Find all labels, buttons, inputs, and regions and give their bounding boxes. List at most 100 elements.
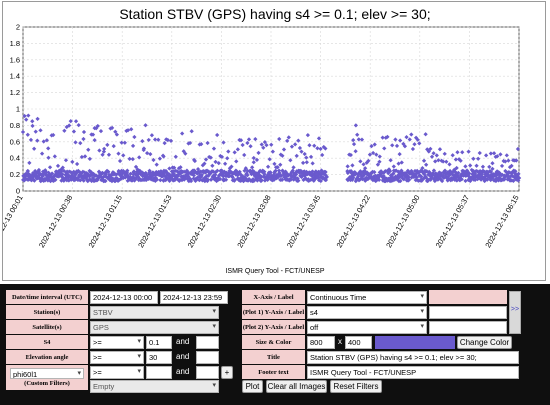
change-color-button[interactable]: Change Color bbox=[457, 336, 512, 349]
data-point bbox=[95, 123, 100, 129]
data-point bbox=[180, 131, 185, 136]
data-point bbox=[316, 136, 322, 141]
data-point bbox=[445, 170, 451, 175]
plot-button[interactable]: Plot bbox=[242, 380, 263, 393]
custom-extra-input[interactable] bbox=[196, 366, 219, 379]
data-point bbox=[117, 158, 123, 164]
data-point bbox=[353, 149, 358, 154]
data-point bbox=[84, 171, 89, 176]
satellite-select[interactable]: GPS bbox=[90, 321, 219, 334]
data-point bbox=[97, 148, 102, 153]
custom-filter-field-select[interactable]: phi60l1 bbox=[10, 368, 84, 379]
data-point bbox=[476, 156, 481, 161]
data-point bbox=[125, 168, 130, 173]
s4-extra-input[interactable] bbox=[196, 336, 219, 349]
data-point bbox=[515, 146, 521, 152]
data-point bbox=[370, 150, 376, 156]
data-point bbox=[461, 172, 466, 177]
plot1-y-label-input[interactable] bbox=[429, 306, 507, 319]
x-axis-select[interactable]: Continuous Time bbox=[307, 291, 427, 304]
data-point bbox=[165, 137, 170, 143]
reset-filters-button[interactable]: Reset Filters bbox=[330, 380, 382, 393]
x-axis-label-cell bbox=[429, 290, 507, 304]
data-point bbox=[310, 161, 315, 166]
data-point bbox=[273, 168, 278, 173]
y-tick-label: 1.6 bbox=[10, 55, 20, 64]
data-point bbox=[64, 124, 69, 130]
footer-text-input[interactable]: ISMR Query Tool - FCT/UNESP bbox=[307, 366, 519, 379]
data-point bbox=[22, 113, 27, 119]
elevation-operator-select[interactable]: >= bbox=[90, 351, 144, 364]
data-point bbox=[454, 165, 459, 171]
data-point bbox=[159, 170, 164, 175]
height-input[interactable]: 400 bbox=[345, 336, 372, 349]
custom-filter-list[interactable]: Empty bbox=[90, 380, 219, 393]
data-point bbox=[351, 141, 357, 147]
datetime-end-field[interactable]: 2024-12-13 23:59 bbox=[160, 291, 228, 304]
clear-all-images-button[interactable]: Clear all Images bbox=[266, 380, 327, 393]
data-point bbox=[151, 157, 156, 163]
data-point bbox=[433, 159, 438, 164]
custom-operator-select[interactable]: >= bbox=[90, 366, 144, 379]
scatter-chart: 0 0.2 0.4 0.6 0.8 1 1.2 1.4 1.6 1.8 2 2024-12-13 00… bbox=[3, 23, 522, 250]
s4-value-input[interactable]: 0.1 bbox=[146, 336, 172, 349]
station-label: Station(s) bbox=[6, 305, 88, 319]
data-point bbox=[87, 156, 92, 161]
options-scrollbar[interactable] bbox=[509, 291, 521, 334]
data-point bbox=[109, 125, 115, 131]
data-point bbox=[172, 165, 177, 170]
custom-value-input[interactable] bbox=[146, 366, 172, 379]
elevation-extra-input[interactable] bbox=[196, 351, 219, 364]
data-point bbox=[220, 173, 226, 179]
data-point bbox=[223, 177, 229, 182]
data-point bbox=[324, 174, 329, 179]
data-point bbox=[146, 137, 151, 143]
data-point bbox=[145, 151, 150, 156]
expand-arrow-icon[interactable]: >> bbox=[510, 306, 520, 313]
data-point bbox=[137, 155, 142, 160]
data-point bbox=[122, 140, 127, 145]
data-point bbox=[111, 143, 116, 149]
data-point bbox=[499, 163, 505, 169]
data-point bbox=[154, 162, 159, 167]
s4-operator-select[interactable]: >= bbox=[90, 336, 144, 349]
width-input[interactable]: 800 bbox=[307, 336, 335, 349]
x-tick-label: 2024-12-13 03:45 bbox=[285, 194, 322, 250]
data-point bbox=[103, 172, 108, 177]
plot1-y-axis-select[interactable]: s4 bbox=[307, 306, 427, 319]
data-point bbox=[205, 140, 210, 146]
data-point bbox=[140, 139, 145, 144]
datetime-start-field[interactable]: 2024-12-13 00:00 bbox=[90, 291, 158, 304]
chart-panel: 0 0.2 0.4 0.6 0.8 1 1.2 1.4 1.6 1.8 2 2024-12-13 00… bbox=[2, 1, 546, 281]
plot2-y-axis-select[interactable]: off bbox=[307, 321, 427, 334]
data-point bbox=[450, 153, 455, 158]
elevation-value-input[interactable]: 30 bbox=[146, 351, 172, 364]
data-point bbox=[245, 140, 250, 146]
data-point bbox=[496, 170, 501, 175]
data-point bbox=[474, 163, 479, 168]
data-point bbox=[406, 177, 412, 182]
data-point bbox=[161, 154, 166, 159]
station-select[interactable]: STBV bbox=[90, 306, 219, 319]
data-point bbox=[398, 138, 403, 143]
add-filter-button[interactable]: + bbox=[221, 366, 233, 379]
data-point bbox=[278, 162, 283, 167]
data-point bbox=[385, 134, 390, 139]
data-point bbox=[178, 165, 183, 170]
data-point bbox=[116, 151, 121, 156]
plot2-y-label-input[interactable] bbox=[429, 321, 507, 334]
data-point bbox=[297, 145, 303, 151]
data-point bbox=[372, 169, 377, 175]
data-point bbox=[283, 169, 288, 174]
data-point bbox=[511, 178, 516, 184]
data-point bbox=[32, 146, 37, 151]
data-point bbox=[358, 159, 363, 164]
data-point bbox=[458, 158, 463, 163]
data-point bbox=[315, 146, 320, 151]
title-input[interactable]: Station STBV (GPS) having s4 >= 0.1; ele… bbox=[307, 351, 519, 364]
y-tick-label: 1.8 bbox=[10, 39, 20, 48]
data-point bbox=[441, 159, 446, 164]
data-point bbox=[442, 151, 447, 156]
data-point bbox=[463, 164, 468, 169]
data-point bbox=[81, 178, 86, 183]
